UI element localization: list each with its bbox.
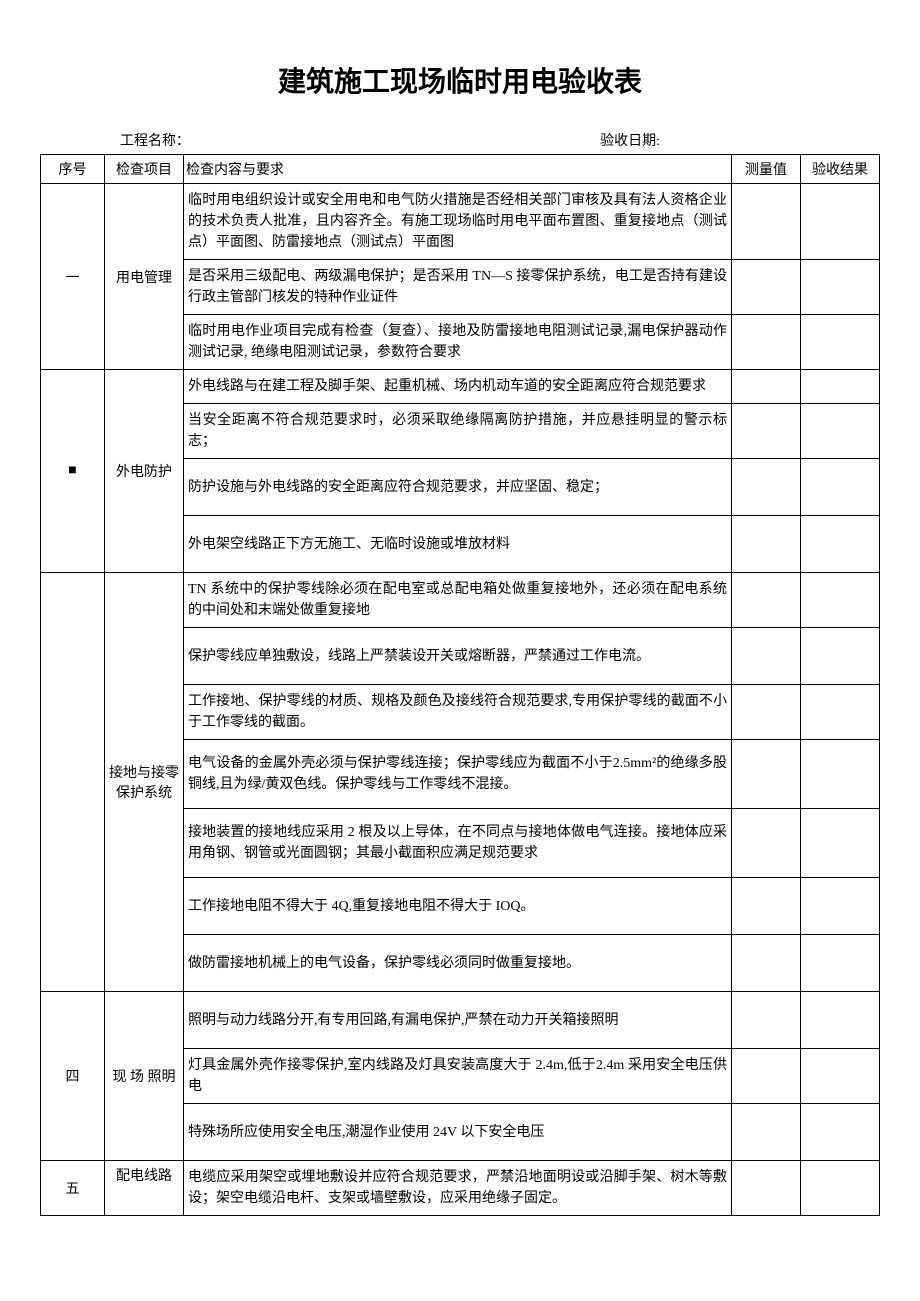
measure-cell	[732, 1049, 801, 1104]
content-cell: 照明与动力线路分开,有专用回路,有漏电保护,严禁在动力开关箱接照明	[184, 992, 732, 1049]
content-cell: 外电架空线路正下方无施工、无临时设施或堆放材料	[184, 516, 732, 573]
result-cell	[801, 516, 880, 573]
content-cell: 特殊场所应使用安全电压,潮湿作业使用 24V 以下安全电压	[184, 1104, 732, 1161]
meta-row: 工程名称： 验收日期:	[40, 130, 880, 150]
result-cell	[801, 878, 880, 935]
result-cell	[801, 260, 880, 315]
page-title: 建筑施工现场临时用电验收表	[40, 60, 880, 100]
acceptance-date-label: 验收日期:	[600, 130, 660, 150]
seq-cell	[41, 573, 105, 992]
content-cell: 外电线路与在建工程及脚手架、起重机械、场内机动车道的安全距离应符合规范要求	[184, 370, 732, 404]
content-cell: 电缆应采用架空或埋地敷设并应符合规范要求，严禁沿地面明设或沿脚手架、树木等敷设；…	[184, 1161, 732, 1216]
content-cell: 灯具金属外壳作接零保护,室内线路及灯具安装高度大于 2.4m,低于2.4m 采用…	[184, 1049, 732, 1104]
result-cell	[801, 1104, 880, 1161]
table-row: 四 现 场 照明 照明与动力线路分开,有专用回路,有漏电保护,严禁在动力开关箱接…	[41, 992, 880, 1049]
page-container: 建筑施工现场临时用电验收表 工程名称： 验收日期: 序号 检查项目 检查内容与要…	[40, 60, 880, 1216]
measure-cell	[732, 260, 801, 315]
measure-cell	[732, 404, 801, 459]
result-cell	[801, 573, 880, 628]
content-cell: TN 系统中的保护零线除必须在配电室或总配电箱处做重复接地外，还必须在配电系统的…	[184, 573, 732, 628]
content-cell: 是否采用三级配电、两级漏电保护；是否采用 TN—S 接零保护系统，电工是否持有建…	[184, 260, 732, 315]
result-cell	[801, 370, 880, 404]
result-cell	[801, 992, 880, 1049]
seq-cell: 一	[41, 184, 105, 370]
content-cell: 临时用电组织设计或安全用电和电气防火措施是否经相关部门审核及具有法人资格企业的技…	[184, 184, 732, 260]
result-cell	[801, 315, 880, 370]
content-cell: 当安全距离不符合规范要求时，必须采取绝缘隔离防护措施，并应悬挂明显的警示标志；	[184, 404, 732, 459]
measure-cell	[732, 184, 801, 260]
result-cell	[801, 1161, 880, 1216]
measure-cell	[732, 878, 801, 935]
table-row: 接地与接零保护系统 TN 系统中的保护零线除必须在配电室或总配电箱处做重复接地外…	[41, 573, 880, 628]
result-cell	[801, 628, 880, 685]
content-cell: 工作接地电阻不得大于 4Q,重复接地电阻不得大于 IOQ。	[184, 878, 732, 935]
content-cell: 工作接地、保护零线的材质、规格及颜色及接线符合规范要求,专用保护零线的截面不小于…	[184, 685, 732, 740]
item-cell: 外电防护	[105, 370, 184, 573]
result-cell	[801, 685, 880, 740]
seq-cell: 五	[41, 1161, 105, 1216]
measure-cell	[732, 370, 801, 404]
content-cell: 做防雷接地机械上的电气设备，保护零线必须同时做重复接地。	[184, 935, 732, 992]
measure-cell	[732, 628, 801, 685]
measure-cell	[732, 573, 801, 628]
result-cell	[801, 1049, 880, 1104]
result-cell	[801, 740, 880, 809]
measure-cell	[732, 459, 801, 516]
measure-cell	[732, 685, 801, 740]
table-header-row: 序号 检查项目 检查内容与要求 测量值 验收结果	[41, 155, 880, 184]
result-cell	[801, 184, 880, 260]
table-row: ■ 外电防护 外电线路与在建工程及脚手架、起重机械、场内机动车道的安全距离应符合…	[41, 370, 880, 404]
measure-cell	[732, 315, 801, 370]
content-cell: 防护设施与外电线路的安全距离应符合规范要求，并应坚固、稳定；	[184, 459, 732, 516]
content-cell: 电气设备的金属外壳必须与保护零线连接；保护零线应为截面不小于2.5mm²的绝缘多…	[184, 740, 732, 809]
measure-cell	[732, 1104, 801, 1161]
result-cell	[801, 404, 880, 459]
table-row: 五 配电线路 电缆应采用架空或埋地敷设并应符合规范要求，严禁沿地面明设或沿脚手架…	[41, 1161, 880, 1216]
item-cell: 用电管理	[105, 184, 184, 370]
header-item: 检查项目	[105, 155, 184, 184]
measure-cell	[732, 935, 801, 992]
header-seq: 序号	[41, 155, 105, 184]
content-cell: 临时用电作业项目完成有检查（复查）、接地及防雷接地电阻测试记录,漏电保护器动作测…	[184, 315, 732, 370]
item-cell: 现 场 照明	[105, 992, 184, 1161]
measure-cell	[732, 992, 801, 1049]
project-name-label: 工程名称：	[120, 130, 600, 150]
header-measure: 测量值	[732, 155, 801, 184]
measure-cell	[732, 740, 801, 809]
seq-cell: ■	[41, 370, 105, 573]
result-cell	[801, 459, 880, 516]
measure-cell	[732, 516, 801, 573]
item-cell: 接地与接零保护系统	[105, 573, 184, 992]
item-cell: 配电线路	[105, 1161, 184, 1216]
header-content: 检查内容与要求	[184, 155, 732, 184]
measure-cell	[732, 1161, 801, 1216]
result-cell	[801, 935, 880, 992]
inspection-table: 序号 检查项目 检查内容与要求 测量值 验收结果 一 用电管理 临时用电组织设计…	[40, 154, 880, 1216]
seq-cell: 四	[41, 992, 105, 1161]
result-cell	[801, 809, 880, 878]
content-cell: 保护零线应单独敷设，线路上严禁装设开关或熔断器，严禁通过工作电流。	[184, 628, 732, 685]
content-cell: 接地装置的接地线应采用 2 根及以上导体，在不同点与接地体做电气连接。接地体应采…	[184, 809, 732, 878]
header-result: 验收结果	[801, 155, 880, 184]
measure-cell	[732, 809, 801, 878]
table-row: 一 用电管理 临时用电组织设计或安全用电和电气防火措施是否经相关部门审核及具有法…	[41, 184, 880, 260]
